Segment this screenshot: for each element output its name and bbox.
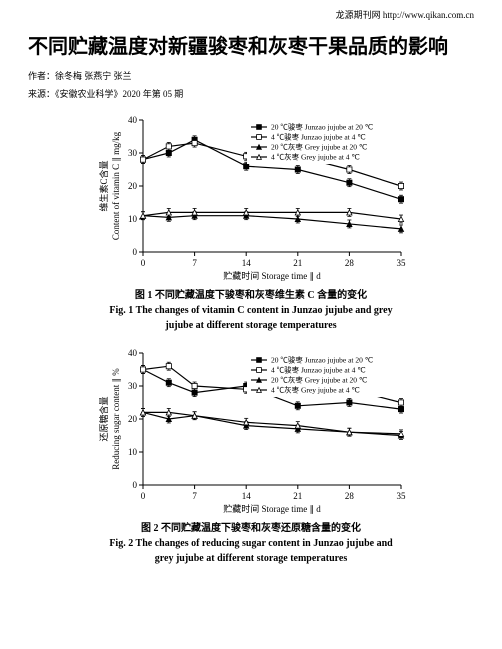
svg-text:4 ℃骏枣 Junzao jujube at 4 ℃: 4 ℃骏枣 Junzao jujube at 4 ℃ bbox=[271, 131, 366, 141]
fig2-caption-en: Fig. 2 The changes of reducing sugar con… bbox=[91, 534, 411, 568]
svg-text:40: 40 bbox=[128, 115, 138, 125]
svg-text:30: 30 bbox=[128, 381, 138, 391]
svg-text:维生素C含量: 维生素C含量 bbox=[98, 160, 109, 211]
chart-1-svg-host: 0 10 20 30 40 0 7 14 21 28 35 贮藏时间 Storage time ∥ d… bbox=[91, 112, 411, 282]
svg-text:20 ℃灰枣 Grey jujube at 20 ℃: 20 ℃灰枣 Grey jujube at 20 ℃ bbox=[271, 374, 368, 384]
svg-text:20 ℃骏枣 Junzao jujube at 20 ℃: 20 ℃骏枣 Junzao jujube at 20 ℃ bbox=[271, 354, 374, 364]
svg-text:20: 20 bbox=[128, 414, 138, 424]
svg-text:4 ℃骏枣 Junzao jujube at 4 ℃: 4 ℃骏枣 Junzao jujube at 4 ℃ bbox=[271, 364, 366, 374]
fig1-caption-en: Fig. 1 The changes of vitamin C content … bbox=[91, 301, 411, 335]
svg-text:20: 20 bbox=[128, 181, 138, 191]
article-title: 不同贮藏温度对新疆骏枣和灰枣干果品质的影响 bbox=[0, 21, 502, 67]
chart-2-svg-host: 0 10 20 30 40 0 7 14 21 28 35 贮藏时间 Storage time ∥ d… bbox=[91, 345, 411, 515]
svg-text:21: 21 bbox=[293, 491, 302, 501]
authors-line: 作者：徐冬梅 张燕宁 张兰 bbox=[0, 67, 502, 85]
svg-text:20 ℃骏枣 Junzao jujube at 20 ℃: 20 ℃骏枣 Junzao jujube at 20 ℃ bbox=[271, 121, 374, 131]
fig2-caption-cn: 图 2 不同贮藏温度下骏枣和灰枣还原糖含量的变化 bbox=[91, 519, 411, 534]
svg-text:28: 28 bbox=[345, 491, 355, 501]
fig1-caption-cn: 图 1 不同贮藏温度下骏枣和灰枣维生素 C 含量的变化 bbox=[91, 286, 411, 301]
svg-text:Reducing sugar content ∥ %: Reducing sugar content ∥ % bbox=[111, 368, 121, 470]
svg-text:14: 14 bbox=[242, 258, 252, 268]
svg-text:贮藏时间 Storage time ∥ d: 贮藏时间 Storage time ∥ d bbox=[223, 503, 321, 514]
figure-2: 0 10 20 30 40 0 7 14 21 28 35 贮藏时间 Storage time ∥ d… bbox=[91, 345, 411, 568]
svg-text:30: 30 bbox=[128, 148, 138, 158]
svg-text:35: 35 bbox=[397, 258, 407, 268]
svg-text:0: 0 bbox=[133, 247, 138, 257]
svg-text:7: 7 bbox=[192, 491, 197, 501]
svg-text:4 ℃灰枣 Grey jujube at 4 ℃: 4 ℃灰枣 Grey jujube at 4 ℃ bbox=[271, 384, 360, 394]
svg-text:还原糖含量: 还原糖含量 bbox=[98, 396, 109, 441]
svg-text:35: 35 bbox=[397, 491, 407, 501]
svg-text:10: 10 bbox=[128, 447, 138, 457]
svg-text:7: 7 bbox=[192, 258, 197, 268]
svg-text:Content of vitamin C ∥ mg/kg: Content of vitamin C ∥ mg/kg bbox=[111, 131, 121, 240]
svg-text:21: 21 bbox=[293, 258, 302, 268]
svg-text:贮藏时间 Storage time ∥ d: 贮藏时间 Storage time ∥ d bbox=[223, 270, 321, 281]
svg-text:0: 0 bbox=[141, 491, 146, 501]
source-header: 龙源期刊网 http://www.qikan.com.cn bbox=[0, 0, 502, 21]
svg-text:40: 40 bbox=[128, 348, 138, 358]
svg-text:4 ℃灰枣 Grey jujube at 4 ℃: 4 ℃灰枣 Grey jujube at 4 ℃ bbox=[271, 151, 360, 161]
svg-text:20 ℃灰枣 Grey jujube at 20 ℃: 20 ℃灰枣 Grey jujube at 20 ℃ bbox=[271, 141, 368, 151]
svg-text:14: 14 bbox=[242, 491, 252, 501]
svg-text:10: 10 bbox=[128, 214, 138, 224]
source-line: 来源：《安徽农业科学》2020 年第 05 期 bbox=[0, 85, 502, 103]
svg-text:0: 0 bbox=[133, 480, 138, 490]
svg-text:0: 0 bbox=[141, 258, 146, 268]
svg-text:28: 28 bbox=[345, 258, 355, 268]
figure-1: 0 10 20 30 40 0 7 14 21 28 35 贮藏时间 Storage time ∥ d… bbox=[91, 112, 411, 335]
